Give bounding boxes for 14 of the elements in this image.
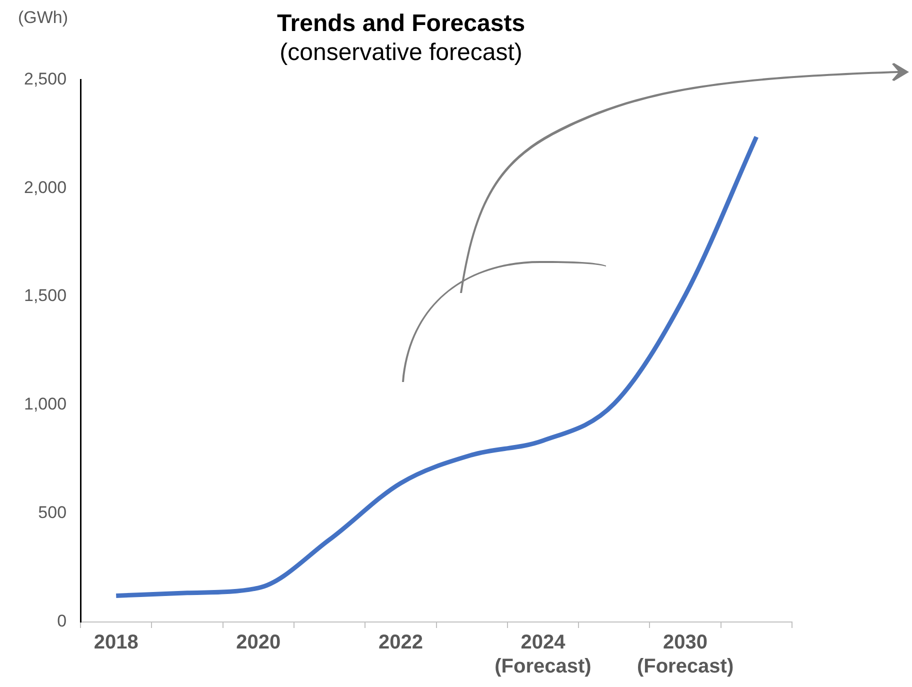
y-axis-title: (GWh)	[18, 8, 68, 28]
x-tick-label: 2022	[378, 632, 423, 654]
y-tick-label: 2,500	[24, 69, 67, 88]
x-tick-label: 2020	[236, 632, 281, 654]
x-tick-label: 2024 (Forecast)	[494, 632, 592, 678]
y-tick-label: 1,000	[24, 394, 67, 414]
x-tick-label: 2018	[94, 632, 138, 654]
y-tick-label: 500	[38, 503, 67, 522]
x-tick-label: 2030 (Forecast)	[636, 632, 734, 678]
chart-subtitle: (conservative forecast)	[280, 38, 522, 66]
y-tick-label: 1,500	[24, 286, 67, 306]
chart-title: Trends and Forecasts	[276, 10, 526, 38]
y-tick-label: 0	[57, 612, 67, 631]
y-tick-label: 2,000	[24, 178, 67, 197]
